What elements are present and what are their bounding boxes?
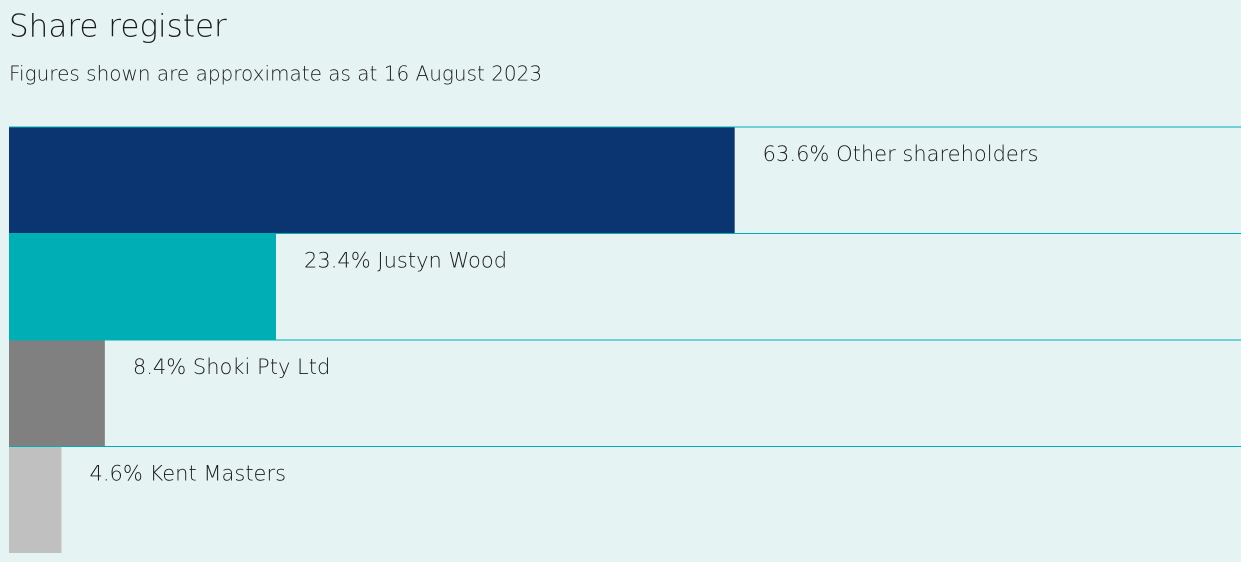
bar-label: 8.4% Shoki Pty Ltd [133,355,330,379]
bar-label: 23.4% Justyn Wood [304,249,507,273]
category-label: Other shareholders [836,142,1038,166]
category-label: Shoki Pty Ltd [193,355,330,379]
bar-label: 63.6% Other shareholders [763,142,1039,166]
value-label: 8.4% [133,355,186,379]
chart-title: Share register [9,9,227,45]
chart-subtitle: Figures shown are approximate as at 16 A… [9,62,542,86]
bar [9,340,105,447]
bar [9,233,276,340]
value-label: 63.6% [763,142,830,166]
category-label: Justyn Wood [377,249,507,273]
bar-label: 4.6% Kent Masters [89,462,286,486]
value-label: 23.4% [304,249,371,273]
bar [9,446,62,553]
bar [9,127,735,234]
category-label: Kent Masters [150,462,287,486]
value-label: 4.6% [89,462,142,486]
